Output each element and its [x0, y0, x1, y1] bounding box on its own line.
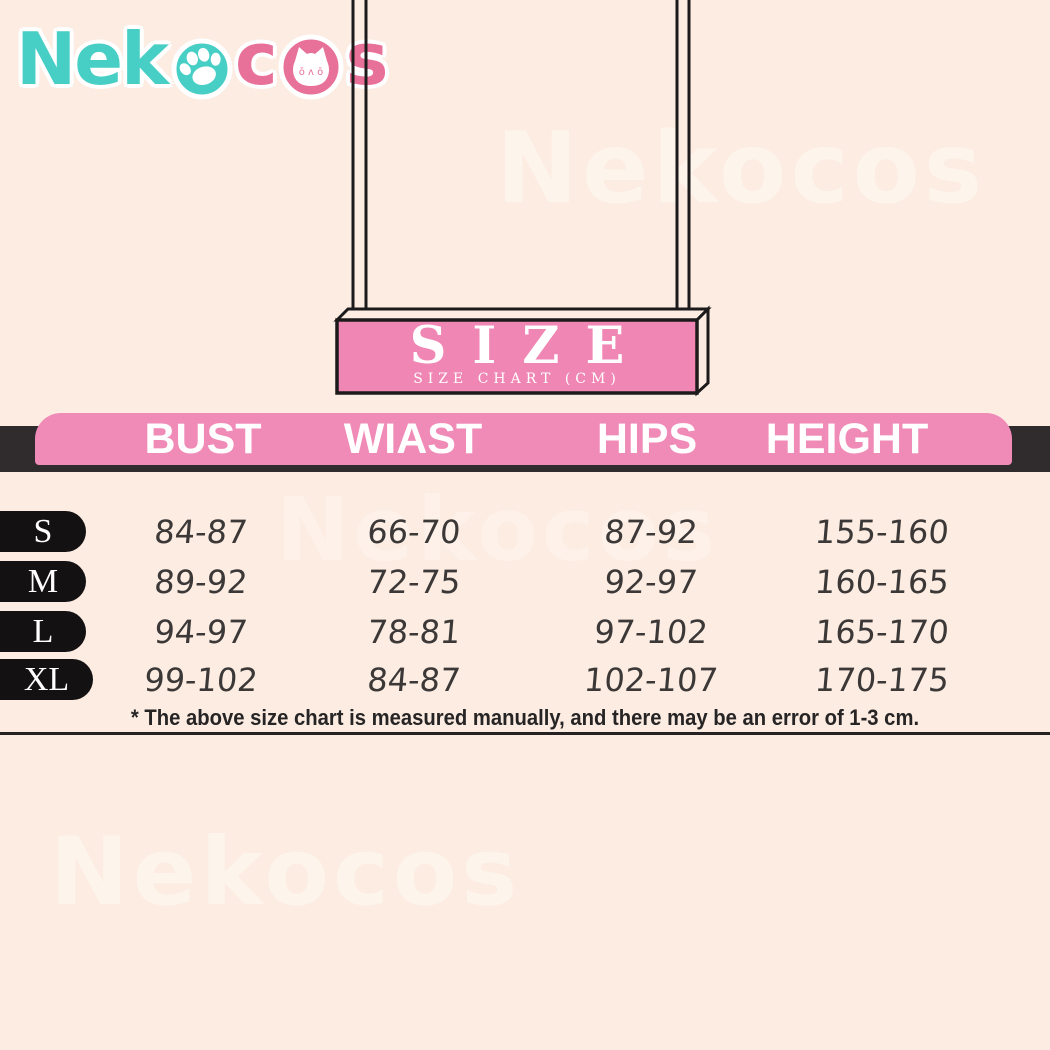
cell-waist: 84-87	[365, 661, 463, 699]
cell-hips: 102-107	[582, 661, 720, 699]
paw-icon	[171, 38, 233, 105]
table-row-s: S 84-87 66-70 87-92 155-160	[0, 508, 1050, 556]
logo-text-c: c	[234, 17, 278, 101]
cell-waist: 72-75	[365, 563, 463, 601]
column-header-hips: HIPS	[596, 415, 698, 463]
cell-height: 170-175	[813, 661, 951, 699]
cat-face-icon: ō ʌ ō	[278, 34, 344, 105]
cell-bust: 99-102	[142, 661, 260, 699]
sign-subtitle: SIZE CHART (CM)	[413, 371, 621, 387]
header-banner	[35, 413, 1012, 465]
cell-waist: 78-81	[365, 613, 463, 651]
cell-hips: 87-92	[602, 513, 700, 551]
divider-line	[0, 732, 1050, 735]
table-row-xl: XL 99-102 84-87 102-107 170-175	[0, 656, 1050, 704]
cell-hips: 97-102	[592, 613, 710, 651]
size-badge-l: L	[0, 611, 86, 652]
cell-bust: 89-92	[152, 563, 250, 601]
table-row-m: M 89-92 72-75 92-97 160-165	[0, 558, 1050, 606]
hanging-sign	[333, 0, 712, 397]
sign-title: SIZE	[409, 316, 651, 376]
column-header-wiast: WIAST	[343, 415, 483, 463]
size-badge-s: S	[0, 511, 86, 552]
cell-bust: 84-87	[152, 513, 250, 551]
cat-face-text: ō ʌ ō	[298, 67, 323, 78]
sign-front-face	[335, 318, 699, 395]
logo-text-nek: Nek	[16, 17, 169, 101]
cell-height: 160-165	[813, 563, 951, 601]
watermark-bottom: Nekocos	[50, 818, 522, 927]
measurement-note: * The above size chart is measured manua…	[130, 705, 920, 730]
cell-hips: 92-97	[602, 563, 700, 601]
column-header-bust: BUST	[144, 415, 262, 463]
table-row-l: L 94-97 78-81 97-102 165-170	[0, 608, 1050, 656]
cell-height: 155-160	[813, 513, 951, 551]
cell-waist: 66-70	[365, 513, 463, 551]
cell-height: 165-170	[813, 613, 951, 651]
cell-bust: 94-97	[152, 613, 250, 651]
column-header-height: HEIGHT	[765, 415, 929, 463]
size-badge-xl: XL	[0, 659, 93, 700]
size-badge-m: M	[0, 561, 86, 602]
